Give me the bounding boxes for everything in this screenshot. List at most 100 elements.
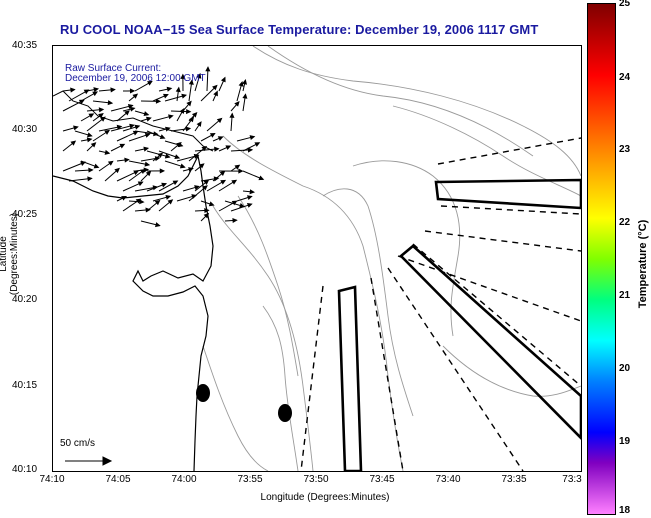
temperature-colorbar — [587, 3, 616, 515]
current-vector-arrowhead — [124, 157, 130, 163]
x-tick-label: 74:10 — [39, 474, 65, 485]
current-vector-arrowhead — [127, 104, 134, 109]
current-vector-arrowhead — [213, 90, 218, 97]
current-vector-arrowhead — [168, 114, 174, 120]
current-vector-arrowhead — [70, 87, 76, 93]
current-vector-arrowhead — [258, 175, 265, 181]
current-vector-arrowhead — [220, 179, 227, 185]
current-vector-arrowhead — [119, 143, 126, 149]
colorbar-tick: 19 — [619, 436, 631, 447]
current-vector-arrowhead — [246, 202, 253, 208]
current-vector-arrowhead — [159, 134, 166, 139]
current-vector-arrowhead — [231, 179, 238, 185]
current-vector-arrowhead — [176, 141, 182, 148]
current-vector-arrowhead — [86, 137, 93, 143]
scale-bar-label: 50 cm/s — [60, 438, 96, 449]
current-vector-arrowhead — [144, 132, 151, 138]
current-vector-arrowhead — [143, 146, 150, 152]
current-vector-arrowhead — [232, 217, 238, 224]
current-vector-arrowhead — [107, 160, 114, 166]
colorbar-tick: 21 — [619, 290, 631, 301]
current-vector-arrowhead — [220, 76, 226, 83]
current-vector-arrowhead — [212, 84, 218, 91]
current-vector-arrowhead — [88, 113, 95, 119]
current-vector-arrowhead — [78, 99, 85, 105]
current-vector-arrowhead — [242, 79, 248, 85]
bathymetry-contour — [267, 46, 534, 157]
current-vector-arrowhead — [181, 93, 188, 99]
current-vector-arrowhead — [83, 89, 90, 95]
current-vector-arrowhead — [188, 79, 194, 85]
overlay-line-2: December 19, 2006 12:00 GMT — [65, 73, 206, 84]
radar-station-dot — [196, 384, 210, 402]
current-vector-arrowhead — [107, 100, 114, 106]
bathymetry-contour — [212, 205, 314, 471]
current-vector-arrowhead — [110, 87, 116, 93]
colorbar-tick: 20 — [619, 363, 631, 374]
current-vector-arrowhead — [164, 153, 171, 159]
current-vector-arrowhead — [198, 163, 205, 169]
current-vector-arrowhead — [133, 170, 140, 176]
current-vector-arrowhead — [196, 121, 202, 127]
x-axis-label: Longitude (Degrees:Minutes) — [260, 492, 390, 503]
current-vector-arrowhead — [143, 111, 150, 117]
bathymetry-contour — [352, 160, 461, 337]
current-vector-arrowhead — [155, 222, 161, 228]
bathymetry-contour — [252, 46, 581, 177]
bathymetry-contour — [202, 345, 269, 471]
current-vector-arrowhead — [208, 201, 215, 207]
current-vector-arrowhead — [132, 130, 139, 136]
current-vector-arrowhead — [165, 194, 172, 200]
y-tick-label: 40:25 — [12, 209, 38, 220]
x-tick-label: 73:50 — [303, 474, 329, 485]
current-vector-arrowhead — [134, 124, 141, 130]
current-vector-arrowhead — [93, 163, 100, 169]
current-vector-arrowhead — [132, 93, 139, 99]
map-plot-area[interactable]: Raw Surface Current: December 19, 2006 1… — [52, 45, 582, 472]
current-vector-arrowhead — [175, 86, 181, 93]
current-vector-arrowhead — [70, 140, 77, 146]
radar-station-dot — [278, 404, 292, 422]
current-vector-arrowhead — [73, 125, 79, 131]
current-vector-arrowhead — [98, 113, 104, 119]
current-vector-arrowhead — [147, 80, 153, 86]
sector-dashed-lines — [300, 137, 581, 471]
x-tick-label: 74:05 — [105, 474, 131, 485]
current-vector-arrowhead — [167, 199, 174, 205]
colorbar-tick: 22 — [619, 217, 631, 228]
scale-arrow — [65, 456, 113, 466]
current-vector-arrowhead — [174, 154, 181, 160]
current-vector-arrowhead — [159, 168, 166, 174]
current-vector-arrowhead — [129, 106, 136, 112]
x-tick-label: 73:35 — [501, 474, 527, 485]
current-vector-arrowhead — [157, 152, 164, 158]
bathymetry-contour-group — [202, 46, 581, 471]
current-vector-arrowhead — [203, 212, 210, 219]
current-vector-arrowhead — [191, 112, 198, 118]
bathymetry-contour — [262, 305, 299, 471]
current-vector-arrowhead — [98, 107, 105, 113]
bathymetry-contour — [322, 188, 414, 417]
current-vector-arrowhead — [214, 146, 220, 152]
current-vector-arrowhead — [121, 196, 127, 201]
current-vector-arrowhead — [242, 93, 248, 99]
current-vector-arrowhead — [229, 112, 235, 118]
current-vector-arrowhead — [104, 129, 111, 135]
current-vector-arrowhead — [114, 167, 120, 174]
y-tick-label: 40:35 — [12, 40, 38, 51]
y-tick-label: 40:10 — [12, 464, 38, 475]
current-vector-arrowhead — [185, 126, 192, 132]
current-vector-arrowhead — [188, 116, 195, 123]
colorbar-tick: 23 — [619, 144, 631, 155]
current-vector-arrowhead — [234, 164, 241, 170]
current-vector-arrowhead — [140, 168, 146, 174]
current-vector-arrowhead — [129, 88, 136, 94]
bathymetry-contour — [392, 105, 581, 197]
current-vector-arrowhead — [179, 163, 186, 169]
current-vector-arrowhead — [172, 180, 179, 186]
current-vector-arrowhead — [92, 91, 99, 97]
current-vector-arrowhead — [249, 135, 256, 141]
current-vector-arrowhead — [129, 123, 135, 129]
map-title: RU COOL NOAA−15 Sea Surface Temperature:… — [60, 22, 539, 37]
current-vector-arrowhead — [205, 66, 211, 72]
